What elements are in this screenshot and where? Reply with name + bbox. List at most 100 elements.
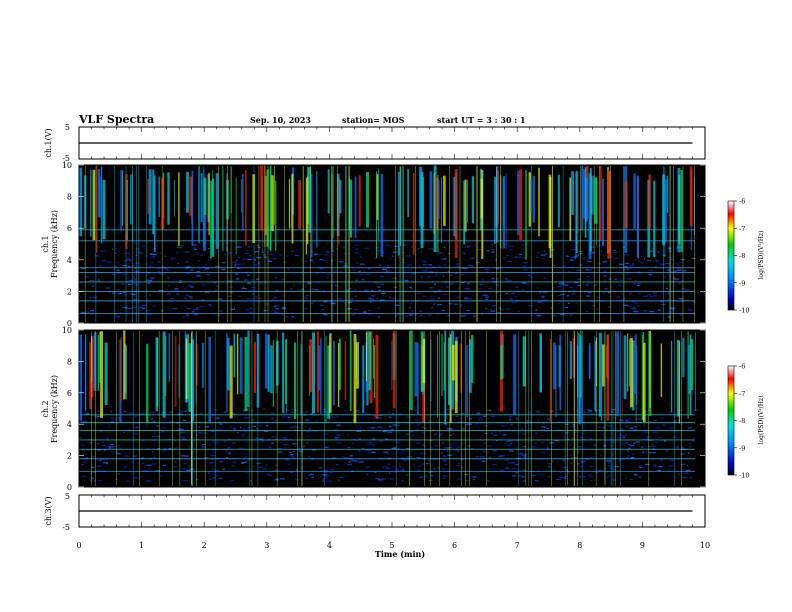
sferic-burst [606,334,610,421]
psd-noise [272,436,277,438]
psd-noise [193,314,199,316]
psd-noise [354,244,358,246]
psd-noise [691,257,696,259]
psd-noise [106,438,109,440]
psd-noise [155,245,158,247]
psd-noise [387,431,393,433]
sferic-burst [270,175,274,231]
sferic-burst [97,169,101,217]
psd-noise [491,251,495,253]
psd-noise [338,297,341,299]
psd-noise [283,261,287,263]
psd-noise [392,466,397,468]
psd-noise [660,300,664,303]
psd-noise [378,289,381,291]
psd-noise [145,310,150,312]
sferic-burst [187,333,189,399]
sferic-burst [309,339,313,393]
psd-noise [570,457,573,459]
sferic-burst [312,332,315,414]
sferic-burst [203,166,205,248]
psd-noise [617,284,623,286]
psd-noise [254,264,258,266]
psd-noise [495,284,500,286]
psd-noise [416,442,421,444]
psd-noise [423,475,428,477]
psd-noise [483,425,489,427]
psd-noise [386,264,389,266]
psd-noise [385,244,390,246]
psd-noise [356,411,361,413]
psd-noise [256,428,259,430]
psd-noise [358,450,361,452]
psd-noise [665,293,671,295]
psd-noise [633,473,637,476]
psd-noise [665,450,669,452]
psd-noise [133,278,137,280]
psd-noise [613,249,616,251]
psd-noise [557,294,562,297]
psd-noise [346,289,350,291]
psd-noise [628,455,630,457]
psd-noise [469,418,473,420]
ch2-freq-label: 2 [67,452,72,461]
psd-noise [634,302,638,304]
psd-noise [466,310,470,312]
psd-noise [214,470,220,472]
psd-noise [389,296,391,299]
sferic-burst [282,332,285,413]
time-tick-label: 10 [700,541,710,550]
psd-noise [420,463,425,465]
psd-noise [573,289,576,291]
ch1-cb-tick-label: -6 [739,198,745,206]
sferic-burst [591,176,593,215]
psd-noise [216,285,219,287]
sferic-burst [471,176,474,224]
psd-noise [178,428,183,430]
sferic-burst [678,341,680,424]
psd-noise [495,268,499,270]
psd-noise [324,254,328,256]
psd-noise [645,451,647,453]
sferic-burst [653,180,656,258]
psd-noise [632,307,635,309]
psd-noise [603,469,605,471]
psd-noise [458,421,464,423]
psd-noise [608,475,610,477]
sferic-burst [571,171,574,215]
psd-noise [379,264,382,266]
psd-noise [288,419,290,421]
psd-noise [603,275,607,277]
psd-noise [256,462,262,464]
psd-noise [127,265,130,267]
psd-noise [81,444,86,446]
psd-noise [377,307,380,309]
psd-noise [167,293,171,295]
psd-noise [586,310,588,312]
psd-noise [570,462,572,464]
psd-noise [496,440,498,442]
psd-noise [519,254,523,256]
psd-noise [456,263,461,265]
psd-noise [653,295,658,297]
psd-noise [359,426,363,428]
psd-noise [389,425,392,427]
psd-noise [618,459,624,461]
psd-noise [101,445,106,447]
psd-noise [248,246,250,248]
psd-noise [587,269,592,271]
psd-noise [204,268,209,270]
psd-noise [520,455,522,457]
psd-noise [362,311,367,313]
psd-noise [407,316,409,318]
psd-noise [595,472,598,474]
psd-noise [81,464,84,466]
psd-noise [445,315,448,317]
psd-noise [94,255,100,257]
psd-noise [466,282,470,285]
sferic-burst [212,169,214,249]
psd-noise [691,440,695,442]
psd-noise [552,287,555,289]
psd-noise [255,437,258,439]
psd-noise [352,269,356,271]
